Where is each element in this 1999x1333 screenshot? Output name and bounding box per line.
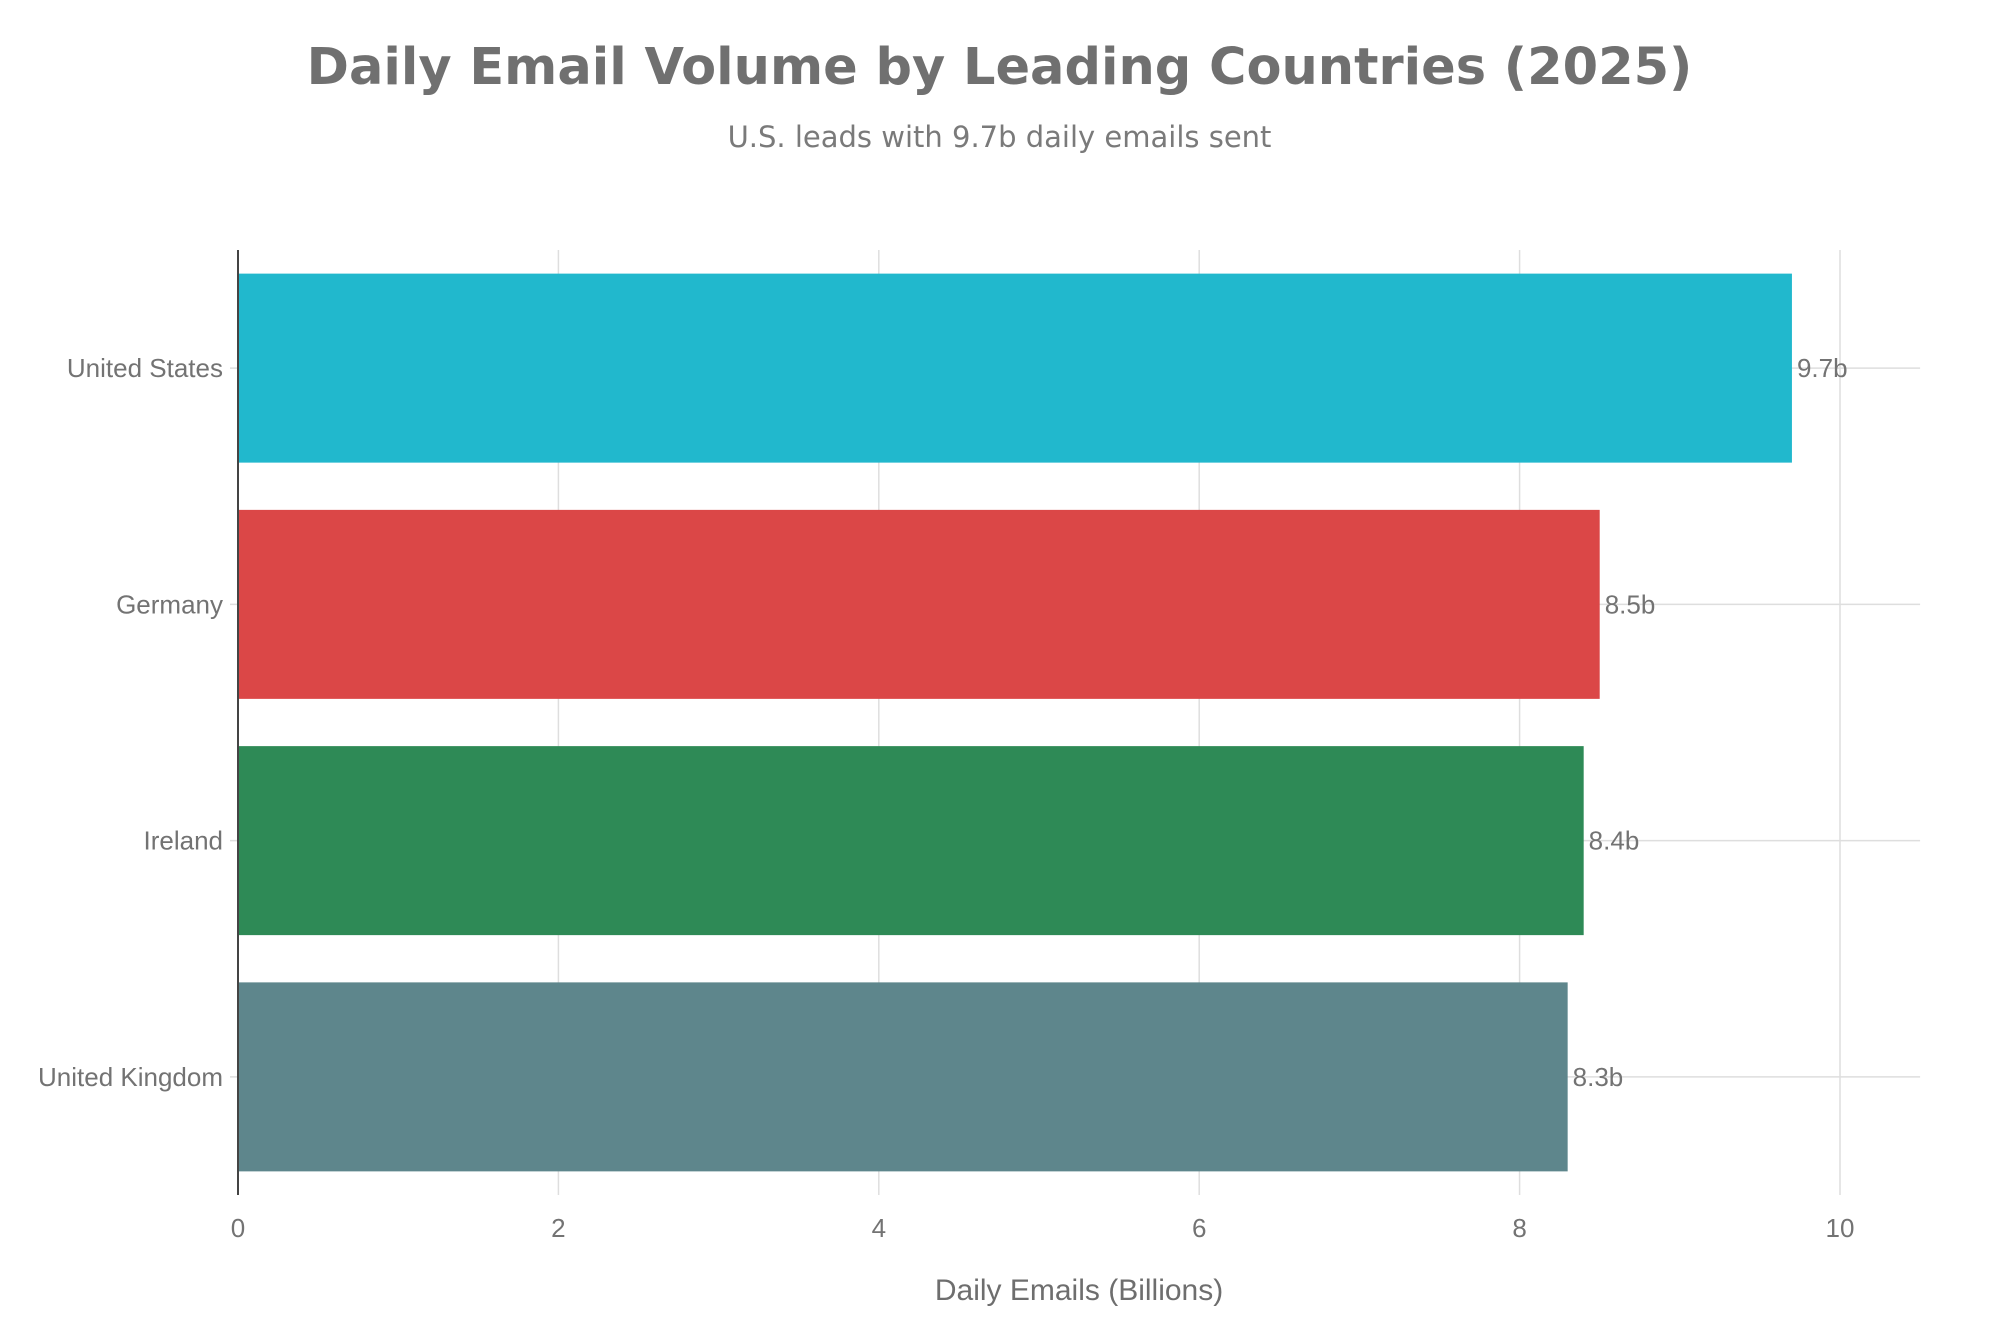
x-axis-labels: 0 2 4 6 8 10 xyxy=(231,1213,1855,1243)
data-label: 8.4b xyxy=(1589,826,1640,856)
data-label: 9.7b xyxy=(1797,353,1848,383)
bars xyxy=(238,273,1792,1172)
x-tick-label: 2 xyxy=(551,1213,565,1243)
data-label: 8.3b xyxy=(1573,1062,1624,1092)
y-tick-label: Ireland xyxy=(144,826,224,856)
y-tick-label: Germany xyxy=(116,589,223,619)
bar xyxy=(238,982,1568,1172)
x-tick-label: 4 xyxy=(872,1213,886,1243)
x-tick-label: 0 xyxy=(231,1213,245,1243)
x-axis-title: Daily Emails (Billions) xyxy=(935,1274,1223,1307)
bar xyxy=(238,273,1792,463)
bar xyxy=(238,509,1600,699)
chart-title: Daily Email Volume by Leading Countries … xyxy=(306,38,1693,97)
y-tick-label: United States xyxy=(67,353,223,383)
x-tick-label: 6 xyxy=(1192,1213,1206,1243)
chart-subtitle: U.S. leads with 9.7b daily emails sent xyxy=(727,120,1272,154)
bar xyxy=(238,746,1584,936)
x-tick-label: 10 xyxy=(1826,1213,1855,1243)
data-labels: 9.7b 8.5b 8.4b 8.3b xyxy=(1573,353,1848,1092)
data-label: 8.5b xyxy=(1605,589,1656,619)
y-tick-label: United Kingdom xyxy=(38,1062,223,1092)
x-tick-label: 8 xyxy=(1512,1213,1526,1243)
y-axis-labels: United States Germany Ireland United Kingdo… xyxy=(38,353,223,1092)
